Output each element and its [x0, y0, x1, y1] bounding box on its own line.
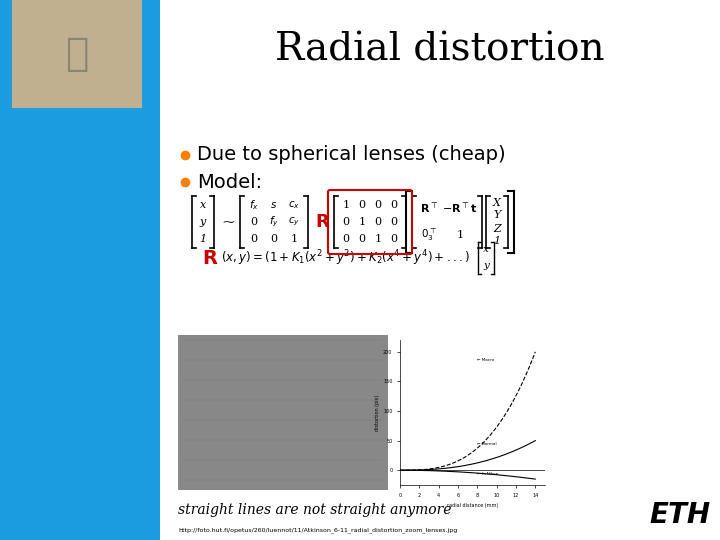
Text: 1: 1: [456, 230, 464, 240]
Text: $\mathbf{R}^\top$: $\mathbf{R}^\top$: [420, 202, 438, 216]
Text: 0: 0: [374, 217, 382, 227]
Text: $0_3^\top$: $0_3^\top$: [421, 227, 437, 244]
Text: 1: 1: [359, 217, 366, 227]
Text: y: y: [483, 261, 489, 271]
Text: $(x,y)=(1+K_1(x^2+y^2)+K_2(x^4+y^4)+...)$: $(x,y)=(1+K_1(x^2+y^2)+K_2(x^4+y^4)+...)…: [220, 248, 469, 268]
Text: 0: 0: [251, 217, 258, 227]
Text: ETH: ETH: [649, 501, 711, 529]
Text: straight lines are not straight anymore: straight lines are not straight anymore: [178, 503, 451, 517]
Text: 0: 0: [390, 234, 397, 244]
Text: 1: 1: [199, 234, 207, 244]
Text: $f_y$: $f_y$: [269, 215, 279, 229]
Bar: [0, 0, 160, 540]
Text: $c_x$: $c_x$: [288, 199, 300, 211]
Text: Z: Z: [493, 224, 501, 233]
Text: 0: 0: [343, 217, 350, 227]
Text: Y: Y: [493, 211, 500, 220]
Text: 0: 0: [359, 200, 366, 210]
Text: ← f=Nikon: ← f=Nikon: [477, 472, 498, 476]
Text: Radial distortion: Radial distortion: [275, 31, 605, 69]
Text: 0: 0: [390, 200, 397, 210]
Y-axis label: distortion (pix): distortion (pix): [375, 394, 380, 430]
Bar: [178, 335, 388, 490]
Text: ← Normal: ← Normal: [477, 442, 497, 447]
Text: $-\mathbf{R}^\top\mathbf{t}$: $-\mathbf{R}^\top\mathbf{t}$: [443, 202, 477, 216]
Text: Model:: Model:: [197, 172, 262, 192]
X-axis label: radial distance (mm): radial distance (mm): [447, 503, 498, 508]
Text: 👤: 👤: [66, 35, 89, 73]
Text: R: R: [202, 248, 217, 267]
Text: X: X: [493, 198, 501, 207]
Text: R: R: [315, 213, 329, 231]
Text: 1: 1: [343, 200, 350, 210]
Text: 0: 0: [251, 234, 258, 244]
Text: ← Macro: ← Macro: [477, 357, 495, 362]
Text: 0: 0: [271, 234, 278, 244]
Text: $c_y$: $c_y$: [288, 216, 300, 228]
Text: http://foto.hut.fi/opetus/260/luennot/11/Atkinson_6-11_radial_distortion_zoom_le: http://foto.hut.fi/opetus/260/luennot/11…: [178, 527, 457, 533]
Text: 0: 0: [359, 234, 366, 244]
Text: Due to spherical lenses (cheap): Due to spherical lenses (cheap): [197, 145, 505, 165]
Text: 1: 1: [493, 237, 500, 246]
Text: $f_x$: $f_x$: [249, 198, 259, 212]
Text: x: x: [200, 200, 206, 210]
Text: y: y: [200, 217, 206, 227]
Text: 1: 1: [374, 234, 382, 244]
Text: 0: 0: [343, 234, 350, 244]
Text: 0: 0: [374, 200, 382, 210]
Text: 0: 0: [390, 217, 397, 227]
Text: ~: ~: [221, 213, 235, 231]
Text: 1: 1: [290, 234, 297, 244]
Text: $s$: $s$: [271, 200, 278, 210]
Bar: [12, 0, 142, 108]
Text: x: x: [483, 246, 489, 254]
